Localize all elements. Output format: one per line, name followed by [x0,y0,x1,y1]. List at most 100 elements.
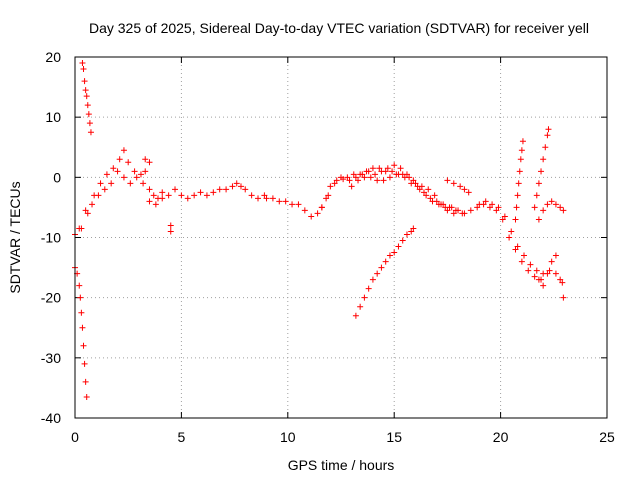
data-point [372,171,379,178]
data-point [533,192,540,199]
data-point [410,177,417,184]
data-point [301,207,308,214]
data-point [223,186,230,193]
data-point [418,183,425,190]
data-point [79,324,86,331]
data-point [552,270,559,277]
data-point [386,252,393,259]
data-point [465,189,472,196]
data-point [81,360,88,367]
data-point [167,228,174,235]
data-point [108,180,115,187]
data-point [389,168,396,175]
data-point [406,174,413,181]
data-point [86,120,93,127]
data-point [357,303,364,310]
data-point [540,207,547,214]
data-point [269,195,276,202]
data-point [308,213,315,220]
data-point [499,216,506,223]
series-tail-22h-low [535,252,567,301]
data-point [369,276,376,283]
data-point [323,195,330,202]
data-point [412,180,419,187]
data-point [114,168,121,175]
data-point [361,294,368,301]
data-point [423,192,430,199]
data-point [289,201,296,208]
data-point [493,207,500,214]
data-point [380,177,387,184]
series-isolated-3h [142,156,153,166]
data-point [85,111,92,118]
data-point [540,156,547,163]
data-point [146,186,153,193]
data-point [544,201,551,208]
y-tick-label: 0 [53,169,61,185]
series-track-0-9h [72,147,268,238]
data-point [374,270,381,277]
data-point [433,198,440,205]
data-point [395,243,402,250]
data-point [519,138,526,145]
data-point [501,213,508,220]
series-track-1-5h-low [76,168,166,232]
data-point [184,195,191,202]
data-point [131,168,138,175]
data-point [517,156,524,163]
data-point [355,177,362,184]
data-point [140,180,147,187]
data-point [237,183,244,190]
data-point [378,264,385,271]
data-point [557,276,564,283]
data-point [83,393,90,400]
grid-lines [75,57,607,418]
series-track-13-17h-mid [348,171,457,217]
series-track-13-16h-low [352,225,417,319]
data-point [79,60,86,67]
data-point [512,246,519,253]
data-point [538,168,545,175]
data-point [367,174,374,181]
data-point [318,204,325,211]
series-spike-early-high [79,60,94,136]
chart-title: Day 325 of 2025, Sidereal Day-to-day VTE… [89,20,589,36]
data-point [159,195,166,202]
data-point [101,186,108,193]
data-point [533,267,540,274]
data-point [361,174,368,181]
data-point [482,198,489,205]
data-point [535,216,542,223]
data-point [397,165,404,172]
series-track-9-12h [263,195,325,220]
data-point [344,174,351,181]
data-point [76,225,83,232]
x-tick-label: 5 [178,429,186,445]
data-point [242,186,249,193]
data-point [457,183,464,190]
data-point [438,201,445,208]
data-point [133,174,140,181]
data-point [142,156,149,163]
data-point [427,195,434,202]
data-point [384,165,391,172]
data-point [103,171,110,178]
y-tick-label: 20 [45,49,61,65]
series-track-17-20h [444,177,472,196]
data-point [314,210,321,217]
data-point [76,282,83,289]
data-point [545,126,552,133]
data-point [216,186,223,193]
data-point [512,216,519,223]
x-tick-label: 20 [493,429,509,445]
data-point [515,180,522,187]
data-point [81,78,88,85]
data-point [233,180,240,187]
data-point [159,189,166,196]
data-point [518,147,525,154]
data-point [203,192,210,199]
data-point [374,177,381,184]
data-point [350,171,357,178]
data-point [552,252,559,259]
